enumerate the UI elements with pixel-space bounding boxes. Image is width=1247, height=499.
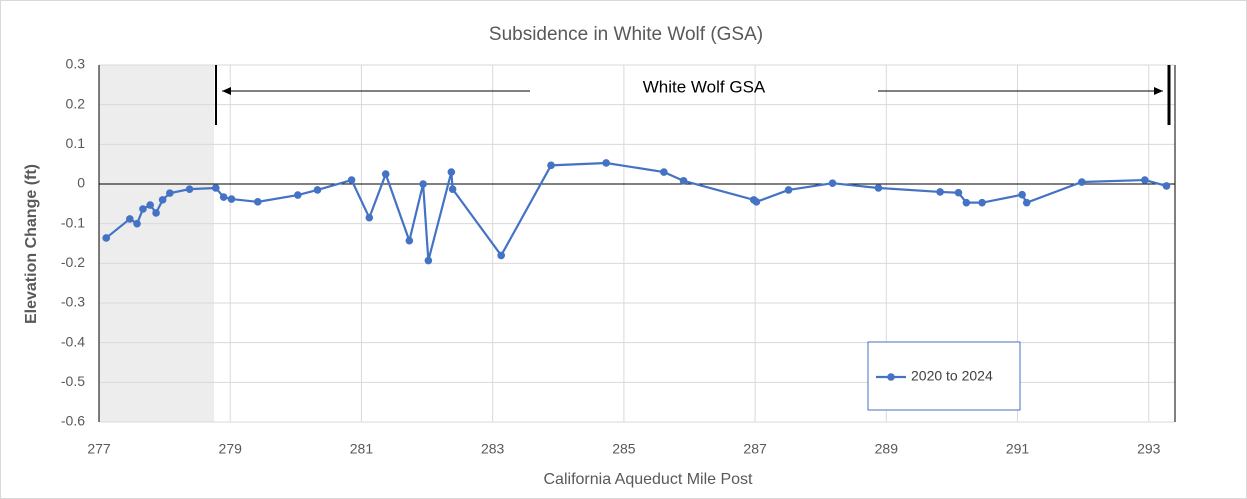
annotation-text: White Wolf GSA [643,77,766,96]
data-point [679,177,688,185]
data-point [227,195,236,203]
x-tick-label: 287 [743,441,767,457]
y-tick-label: 0.1 [66,135,86,151]
shaded-region [99,65,214,422]
data-point [102,234,111,242]
data-point [253,198,262,206]
data-point [936,188,944,196]
y-tick-label: 0.2 [66,95,86,111]
data-point [497,251,505,260]
data-point [424,256,433,265]
data-point [1141,176,1149,184]
data-point [602,159,610,167]
data-point [978,198,986,207]
y-axis-label: Elevation Change (ft) [23,164,40,324]
chart-title: Subsidence in White Wolf (GSA) [489,24,763,45]
data-point [660,168,668,176]
data-point [962,198,971,207]
x-tick-label: 281 [350,441,374,457]
data-point [139,205,147,213]
data-point [293,191,302,199]
data-point [158,196,167,204]
x-tick-label: 285 [612,441,636,457]
y-tick-label: -0.4 [61,333,85,349]
data-point [365,213,374,222]
data-point [874,184,883,192]
data-point [381,170,390,178]
data-point [146,201,154,209]
x-axis-label: California Aqueduct Mile Post [544,471,754,488]
data-point [752,198,761,206]
y-tick-label: -0.3 [61,294,85,310]
data-point [133,219,141,228]
data-point [1162,182,1171,190]
x-tick-label: 289 [875,441,899,457]
x-tick-label: 291 [1006,441,1030,457]
x-tick-label: 279 [219,441,243,457]
data-point [547,161,555,170]
data-point [347,176,356,184]
x-tick-label: 293 [1137,441,1161,457]
data-point [211,184,220,192]
data-point [828,179,837,188]
legend-marker [887,373,895,381]
y-tick-label: -0.6 [61,413,85,429]
y-tick-label: -0.5 [61,373,85,389]
data-point [405,236,414,245]
data-point [954,188,963,197]
data-point [152,209,160,217]
y-tick-label: -0.1 [61,214,85,230]
y-tick-label: -0.2 [61,254,85,270]
data-point [448,185,457,193]
data-point [447,168,456,176]
data-point [126,215,134,223]
legend-label: 2020 to 2024 [911,368,993,384]
data-point [784,186,793,194]
data-point [166,189,174,197]
data-point [219,193,228,201]
data-point [185,185,194,193]
data-point [1078,178,1086,186]
x-tick-label: 277 [87,441,111,457]
data-point [1022,198,1031,207]
data-point [419,180,427,188]
y-tick-label: 0.3 [66,56,86,72]
data-point [1018,190,1026,199]
y-tick-label: 0 [77,175,85,191]
data-point [313,186,322,194]
x-tick-label: 283 [481,441,505,457]
